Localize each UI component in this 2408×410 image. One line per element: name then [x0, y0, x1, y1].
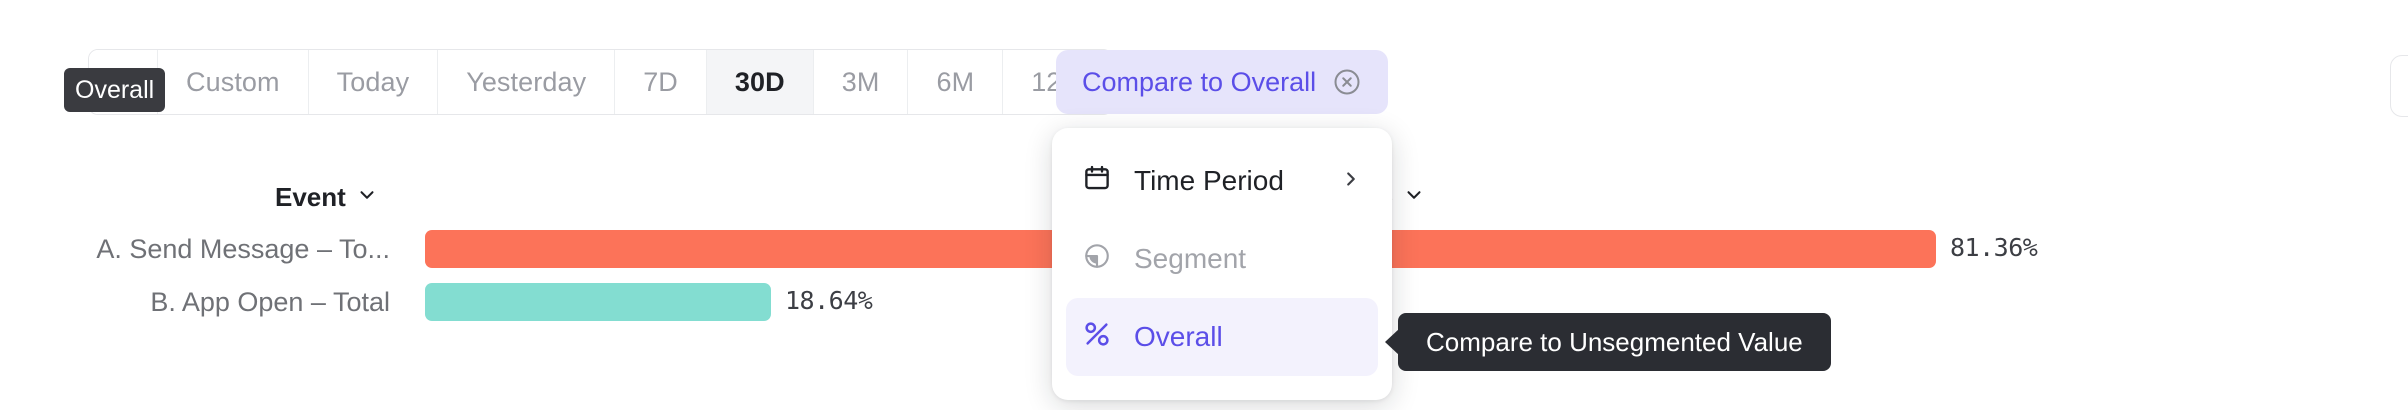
menu-item-segment[interactable]: Segment — [1066, 220, 1378, 298]
percent-icon — [1082, 319, 1112, 356]
range-label: Yesterday — [466, 66, 587, 97]
column-header-event[interactable]: Event — [275, 182, 378, 213]
bar-value-label: 18.64% — [785, 286, 873, 315]
menu-item-label: Segment — [1134, 243, 1247, 274]
menu-item-label: Overall — [1134, 321, 1223, 352]
chevron-down-icon — [1403, 182, 1425, 213]
menu-item-label: Time Period — [1134, 165, 1284, 196]
range-button-custom[interactable]: Custom — [158, 50, 309, 114]
chart-row: B. App Open – Total 18.64% — [0, 283, 2408, 327]
bar-category-label: A. Send Message – To... — [96, 234, 390, 264]
bar-category-label: B. App Open – Total — [150, 287, 390, 317]
range-button-30d[interactable]: 30D — [706, 50, 814, 114]
chevron-right-icon — [1340, 165, 1362, 197]
compare-to-overall-chip[interactable]: Compare to Overall — [1056, 50, 1389, 114]
calendar-icon — [1082, 163, 1112, 200]
range-button-7d[interactable]: 7D — [615, 50, 707, 114]
bar-value-label: 81.36% — [1950, 233, 2038, 262]
range-label: 3M — [841, 66, 880, 97]
tooltip-overall: Overall — [64, 68, 166, 112]
range-label: 30D — [734, 66, 785, 97]
range-button-3m[interactable]: 3M — [813, 50, 909, 114]
range-button-today[interactable]: Today — [308, 50, 439, 114]
menu-item-time-period[interactable]: Time Period — [1066, 142, 1378, 220]
clipped-right-control[interactable] — [2390, 55, 2408, 117]
range-button-yesterday[interactable]: Yesterday — [438, 50, 616, 114]
pie-chart-icon — [1082, 241, 1112, 278]
range-label: Custom — [186, 66, 280, 97]
bar-app-open[interactable] — [425, 283, 771, 321]
tooltip-text: Compare to Unsegmented Value — [1426, 326, 1803, 357]
range-button-6m[interactable]: 6M — [908, 50, 1004, 114]
compare-chip-label: Compare to Overall — [1082, 66, 1317, 97]
date-range-button-group[interactable]: Custom Today Yesterday 7D 30D 3M 6M 12M — [88, 49, 1114, 115]
compare-dropdown-menu: Time Period Segment Overall — [1052, 128, 1392, 400]
range-label: 7D — [643, 66, 678, 97]
column-header-event-label: Event — [275, 182, 346, 212]
range-label: 6M — [936, 66, 975, 97]
tooltip-text: Overall — [75, 75, 155, 104]
menu-item-overall[interactable]: Overall — [1066, 298, 1378, 376]
tooltip-compare-to-unsegmented-value: Compare to Unsegmented Value — [1398, 313, 1831, 371]
top-toolbar: Custom Today Yesterday 7D 30D 3M 6M 12M … — [0, 0, 2408, 140]
chevron-down-icon — [356, 182, 378, 213]
close-circle-icon[interactable] — [1332, 67, 1362, 97]
range-label: Today — [336, 66, 410, 97]
